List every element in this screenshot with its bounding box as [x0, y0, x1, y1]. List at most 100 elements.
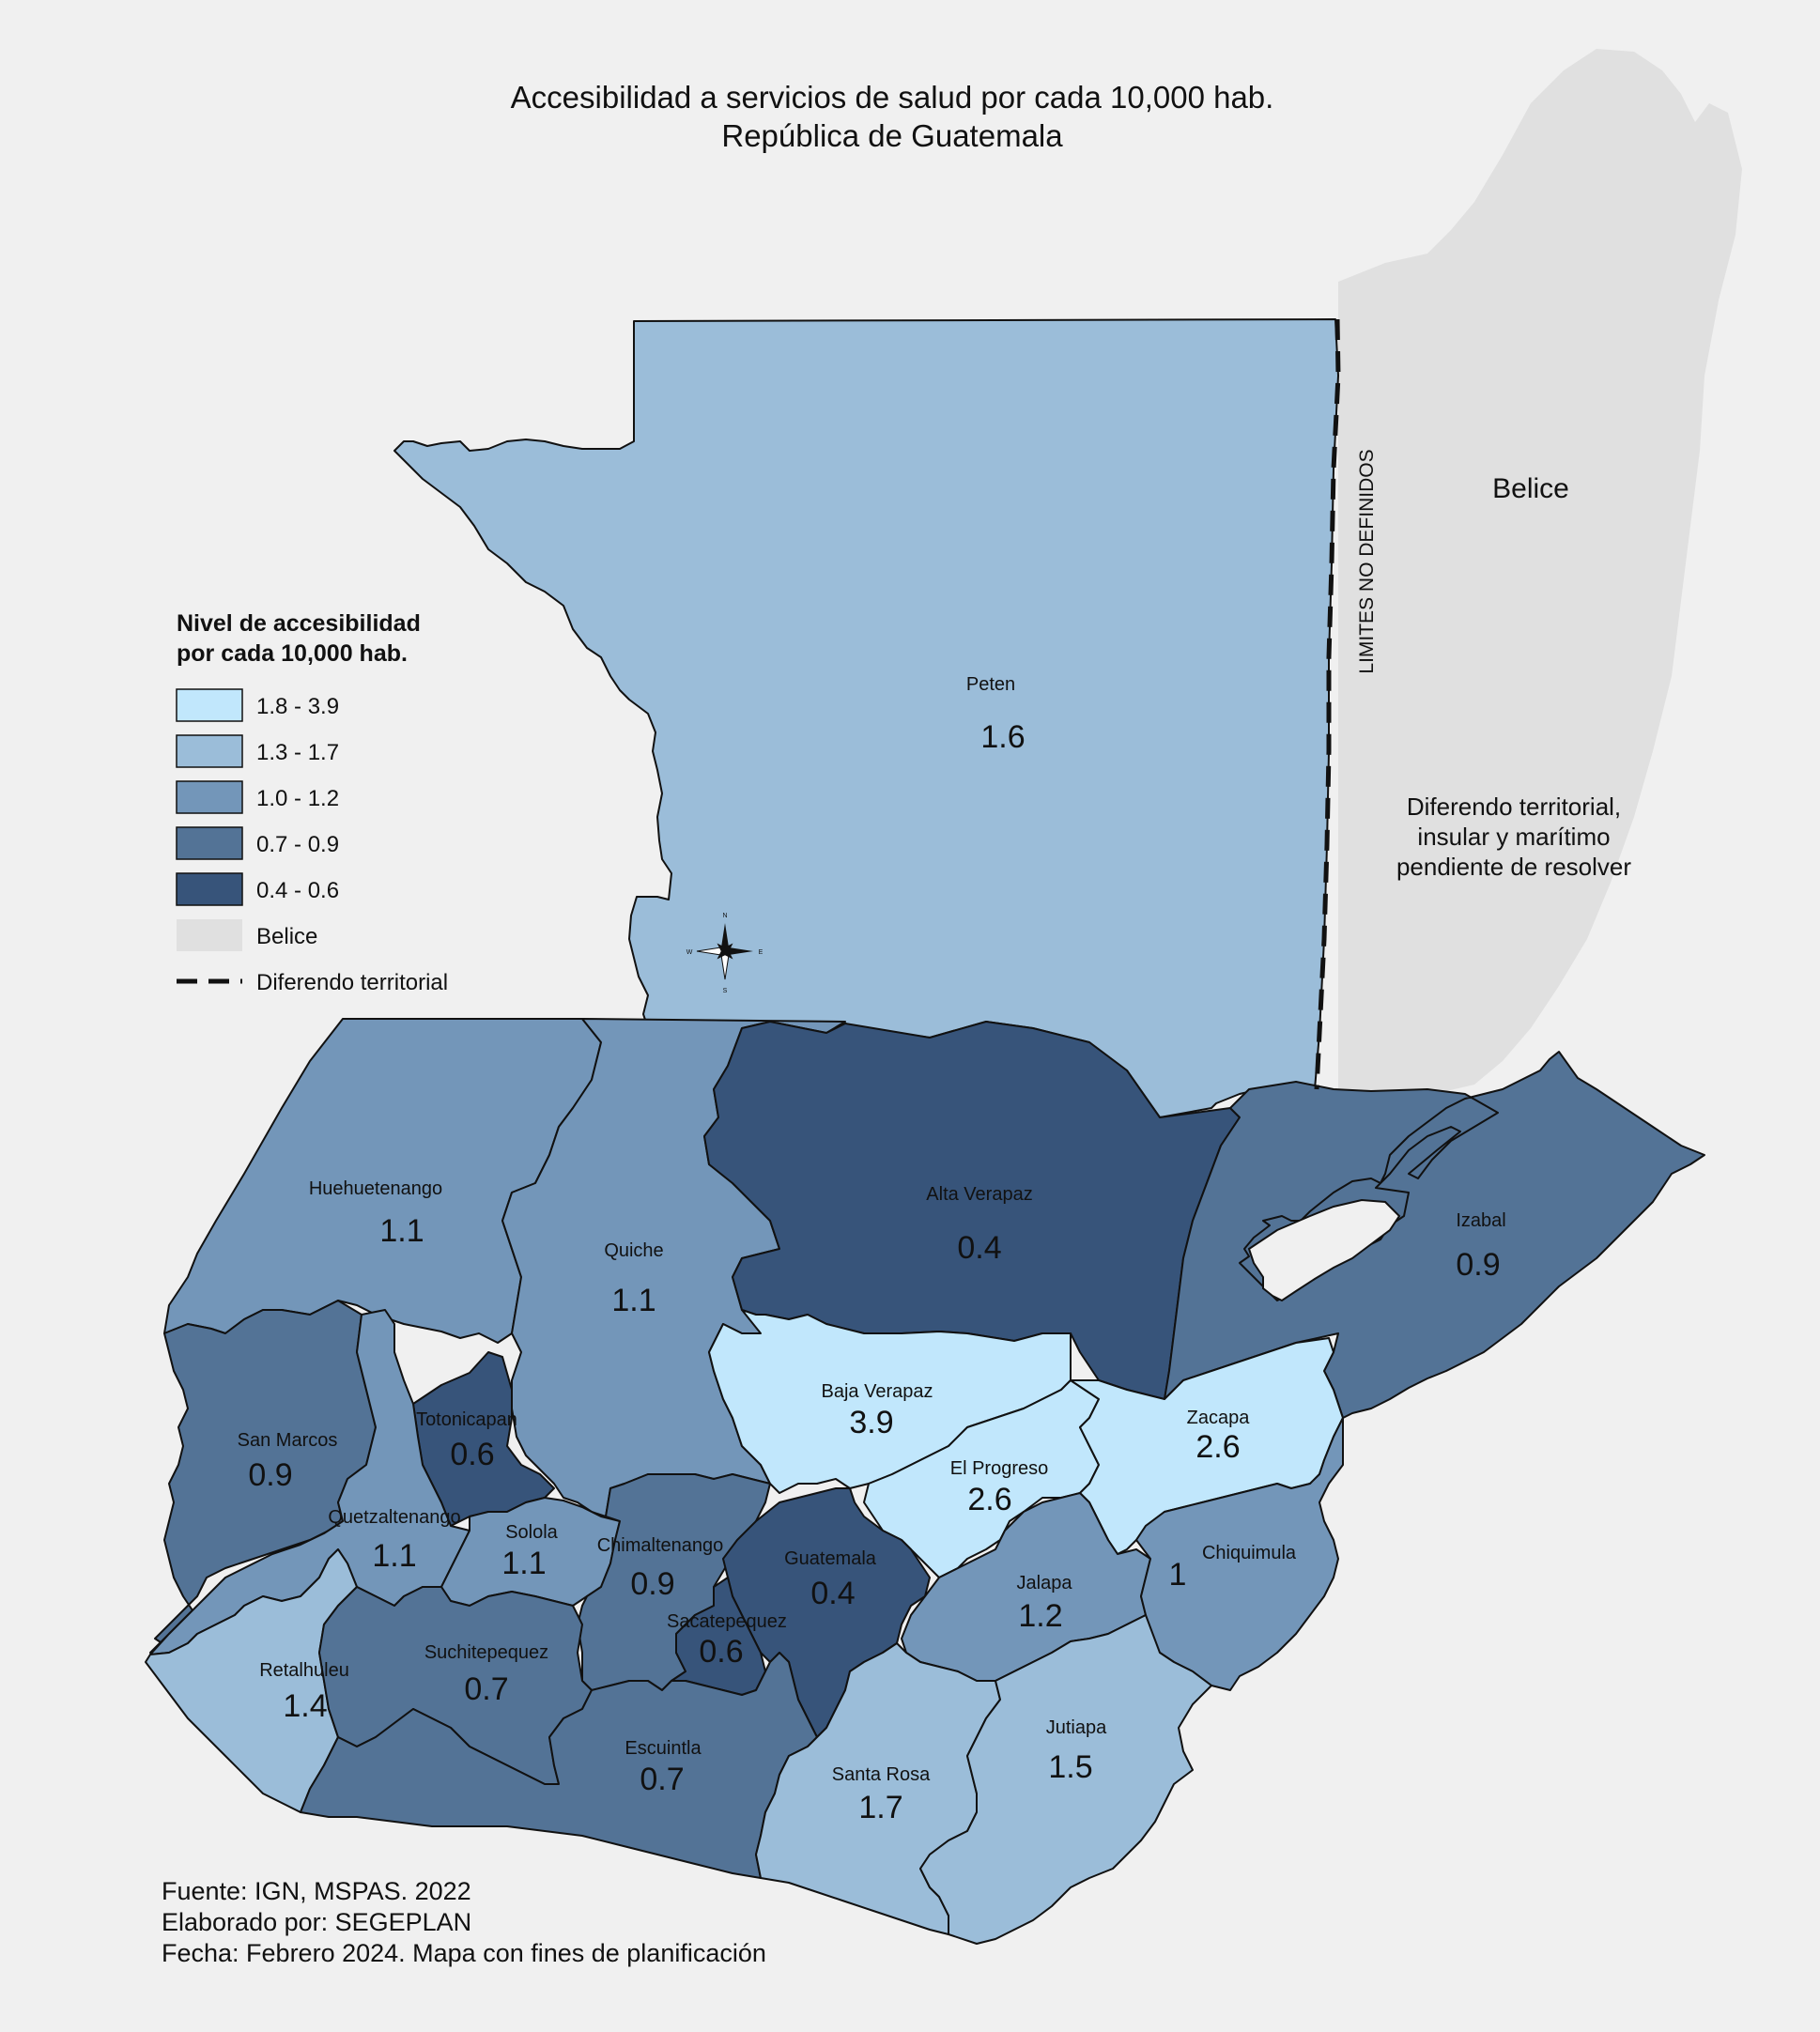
svg-text:1.4: 1.4	[283, 1688, 327, 1724]
svg-text:Suchitepequez: Suchitepequez	[424, 1642, 548, 1663]
label-suchitepequez: Suchitepequez 0.7	[424, 1642, 548, 1707]
svg-text:Solola: Solola	[505, 1522, 558, 1543]
svg-text:San Marcos: San Marcos	[238, 1430, 338, 1451]
svg-text:0.6: 0.6	[699, 1634, 743, 1670]
legend-title-line2: por cada 10,000 hab.	[177, 640, 408, 667]
label-quiche: Quiche 1.1	[604, 1240, 663, 1318]
label-santa-rosa: Santa Rosa 1.7	[832, 1764, 931, 1825]
svg-text:Retalhuleu: Retalhuleu	[259, 1660, 349, 1681]
svg-text:S: S	[723, 988, 728, 994]
label-alta-verapaz: Alta Verapaz 0.4	[926, 1184, 1032, 1266]
svg-text:0.4: 0.4	[810, 1576, 855, 1611]
svg-text:1.6: 1.6	[980, 719, 1025, 755]
svg-text:0.9: 0.9	[630, 1566, 674, 1602]
svg-text:1.1: 1.1	[379, 1213, 424, 1249]
svg-text:0.9: 0.9	[248, 1457, 292, 1493]
legend-label-belice: Belice	[256, 924, 317, 949]
compass-rose-icon: N S E W	[686, 913, 763, 994]
legend: Nivel de accesibilidad por cada 10,000 h…	[176, 610, 448, 995]
label-solola: Solola 1.1	[501, 1522, 558, 1581]
svg-text:Baja Verapaz: Baja Verapaz	[822, 1381, 933, 1402]
label-chiquimula: Chiquimula 1	[1169, 1543, 1297, 1593]
svg-text:0.4: 0.4	[957, 1230, 1001, 1266]
svg-text:Quiche: Quiche	[604, 1240, 663, 1261]
svg-text:Escuintla: Escuintla	[625, 1738, 702, 1759]
legend-label-diferendo: Diferendo territorial	[256, 970, 448, 995]
limites-label: LIMITES NO DEFINIDOS	[1356, 449, 1378, 673]
legend-label-4: 0.7 - 0.9	[256, 832, 339, 857]
svg-text:3.9: 3.9	[849, 1405, 893, 1440]
legend-swatch-1	[176, 688, 243, 722]
belice-region	[1338, 49, 1742, 1091]
svg-text:1.1: 1.1	[372, 1538, 416, 1574]
svg-text:Alta Verapaz: Alta Verapaz	[926, 1184, 1032, 1205]
svg-text:W: W	[686, 949, 693, 956]
svg-text:E: E	[759, 949, 763, 956]
svg-text:Chiquimula: Chiquimula	[1202, 1543, 1297, 1563]
svg-text:1.7: 1.7	[858, 1790, 902, 1825]
map-title-line1: Accesibilidad a servicios de salud por c…	[511, 80, 1274, 115]
label-guatemala: Guatemala 0.4	[784, 1548, 877, 1611]
svg-text:Sacatepequez: Sacatepequez	[667, 1611, 787, 1632]
belice-label: Belice	[1492, 473, 1569, 504]
svg-text:0.7: 0.7	[640, 1762, 684, 1797]
legend-label-1: 1.8 - 3.9	[256, 694, 339, 719]
legend-swatch-5	[176, 872, 243, 906]
svg-text:1.1: 1.1	[501, 1546, 546, 1581]
region-jutiapa	[919, 1614, 1212, 1945]
footer-date: Fecha: Febrero 2024. Mapa con fines de p…	[162, 1939, 766, 1967]
svg-text:0.6: 0.6	[450, 1437, 494, 1472]
region-san-marcos	[149, 1300, 377, 1654]
svg-text:Izabal: Izabal	[1456, 1210, 1505, 1231]
label-quetzaltenango: Quetzaltenango 1.1	[328, 1507, 460, 1574]
legend-label-5: 0.4 - 0.6	[256, 878, 339, 903]
legend-label-3: 1.0 - 1.2	[256, 786, 339, 811]
label-baja-verapaz: Baja Verapaz 3.9	[822, 1381, 933, 1440]
diferendo-note-line1: Diferendo territorial,	[1407, 793, 1621, 821]
svg-text:1: 1	[1169, 1557, 1187, 1593]
svg-text:1.5: 1.5	[1048, 1749, 1092, 1785]
region-peten	[393, 318, 1339, 1118]
svg-text:Peten: Peten	[966, 674, 1015, 695]
label-jalapa: Jalapa 1.2	[1017, 1573, 1073, 1634]
svg-text:Totonicapan: Totonicapan	[416, 1409, 517, 1430]
svg-text:Guatemala: Guatemala	[784, 1548, 877, 1569]
diferendo-note-line2: insular y marítimo	[1417, 823, 1610, 851]
label-zacapa: Zacapa 2.6	[1187, 1408, 1251, 1465]
label-sacatepequez: Sacatepequez 0.6	[667, 1611, 787, 1670]
label-el-progreso: El Progreso 2.6	[950, 1458, 1049, 1517]
svg-text:Santa Rosa: Santa Rosa	[832, 1764, 931, 1785]
label-totonicapan: Totonicapan 0.6	[416, 1409, 517, 1472]
svg-text:Jalapa: Jalapa	[1017, 1573, 1073, 1593]
legend-swatch-belice	[177, 919, 242, 951]
label-escuintla: Escuintla 0.7	[625, 1738, 702, 1797]
svg-text:1.2: 1.2	[1018, 1598, 1062, 1634]
svg-text:N: N	[722, 913, 727, 919]
svg-text:Zacapa: Zacapa	[1187, 1408, 1251, 1428]
svg-text:Huehuetenango: Huehuetenango	[309, 1178, 442, 1199]
svg-text:2.6: 2.6	[1195, 1429, 1240, 1465]
legend-swatch-2	[176, 734, 243, 768]
svg-text:0.9: 0.9	[1456, 1247, 1500, 1283]
svg-text:Chimaltenango: Chimaltenango	[597, 1535, 724, 1556]
svg-text:Quetzaltenango: Quetzaltenango	[328, 1507, 460, 1528]
diferendo-line	[1314, 318, 1341, 1090]
label-retalhuleu: Retalhuleu 1.4	[259, 1660, 349, 1724]
svg-text:2.6: 2.6	[967, 1482, 1011, 1517]
label-huehuetenango: Huehuetenango 1.1	[309, 1178, 442, 1249]
footer-author: Elaborado por: SEGEPLAN	[162, 1908, 471, 1936]
svg-text:Jutiapa: Jutiapa	[1046, 1717, 1107, 1738]
diferendo-note-line3: pendiente de resolver	[1396, 853, 1631, 881]
legend-swatch-4	[176, 826, 243, 860]
label-jutiapa: Jutiapa 1.5	[1046, 1717, 1107, 1785]
legend-label-2: 1.3 - 1.7	[256, 740, 339, 765]
label-izabal: Izabal 0.9	[1456, 1210, 1505, 1283]
svg-text:0.7: 0.7	[464, 1671, 508, 1707]
label-chimaltenango: Chimaltenango 0.9	[597, 1535, 724, 1602]
legend-swatch-3	[176, 780, 243, 814]
label-peten: Peten 1.6	[966, 674, 1026, 755]
svg-text:El Progreso: El Progreso	[950, 1458, 1049, 1479]
lake-izabal	[1247, 1198, 1401, 1302]
svg-text:1.1: 1.1	[611, 1283, 656, 1318]
